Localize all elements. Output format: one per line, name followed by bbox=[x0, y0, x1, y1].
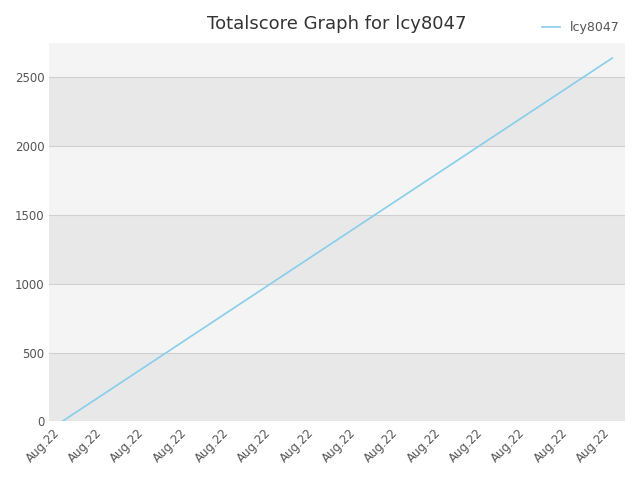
Line: lcy8047: lcy8047 bbox=[62, 58, 612, 421]
Bar bbox=[49, 146, 625, 215]
lcy8047 bbox=[524, 111, 531, 117]
Bar bbox=[49, 353, 625, 421]
lcy8047 bbox=[270, 279, 278, 285]
lcy8047 bbox=[481, 139, 489, 145]
lcy8047 bbox=[355, 223, 362, 228]
lcy8047 bbox=[439, 167, 447, 173]
Bar bbox=[49, 43, 625, 77]
lcy8047 bbox=[143, 362, 150, 368]
lcy8047 bbox=[228, 307, 236, 312]
Bar bbox=[49, 284, 625, 353]
Title: Totalscore Graph for lcy8047: Totalscore Graph for lcy8047 bbox=[207, 15, 467, 33]
lcy8047 bbox=[58, 419, 66, 424]
lcy8047 bbox=[566, 83, 574, 89]
lcy8047 bbox=[100, 391, 108, 396]
lcy8047 bbox=[609, 55, 616, 61]
Legend: lcy8047: lcy8047 bbox=[536, 16, 625, 39]
lcy8047 bbox=[312, 251, 320, 257]
Bar bbox=[49, 77, 625, 146]
lcy8047 bbox=[397, 195, 404, 201]
lcy8047 bbox=[186, 335, 193, 340]
Bar bbox=[49, 43, 625, 77]
Bar bbox=[49, 215, 625, 284]
